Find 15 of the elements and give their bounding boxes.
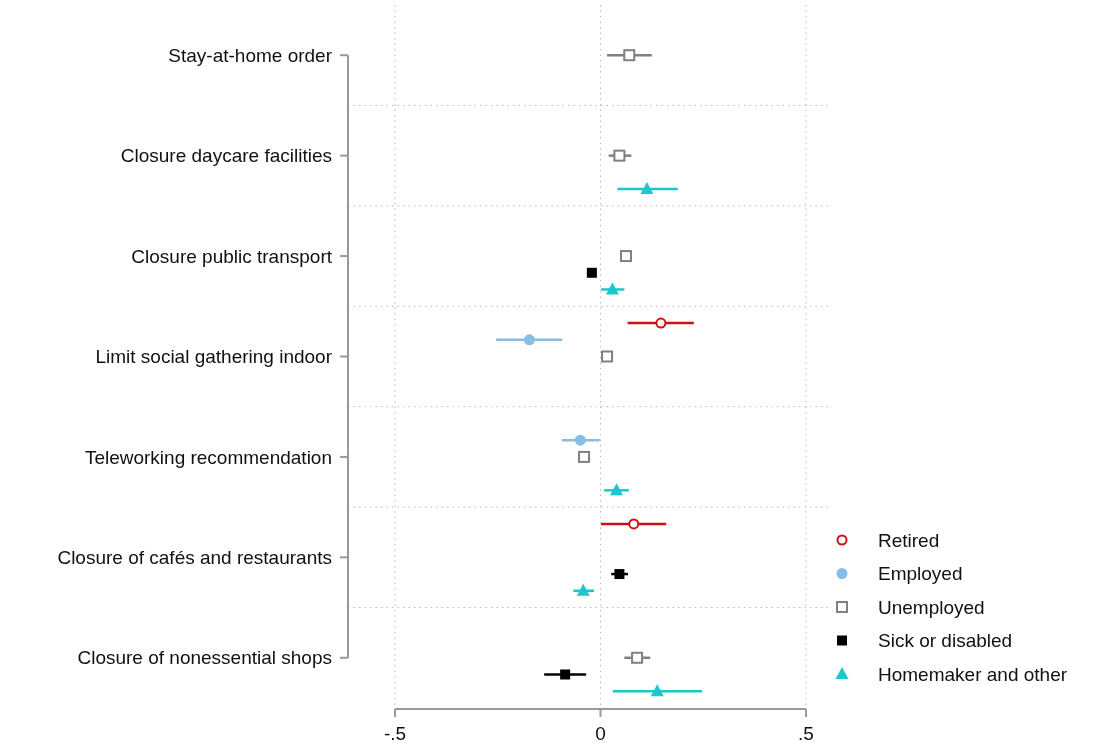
legend-label: Employed bbox=[878, 563, 963, 585]
x-tick-label: 0 bbox=[595, 723, 606, 744]
y-tick-label: Closure daycare facilities bbox=[120, 145, 332, 167]
x-tick-label: -.5 bbox=[383, 723, 407, 744]
y-tick-label: Closure of nonessential shops bbox=[77, 647, 332, 669]
y-tick-label: Teleworking recommendation bbox=[84, 446, 332, 468]
x-tick-label: .5 bbox=[798, 723, 814, 744]
legend-label: Unemployed bbox=[878, 596, 985, 618]
y-tick-label: Stay-at-home order bbox=[168, 44, 333, 66]
legend-label: Sick or disabled bbox=[878, 630, 1013, 652]
y-tick-label: Limit social gathering indoor bbox=[95, 346, 333, 368]
y-tick-label: Closure of cafés and restaurants bbox=[57, 547, 332, 569]
y-tick-label: Closure public transport bbox=[131, 245, 333, 267]
legend-label: Homemaker and other bbox=[878, 663, 1068, 685]
legend-label: Retired bbox=[878, 529, 940, 551]
